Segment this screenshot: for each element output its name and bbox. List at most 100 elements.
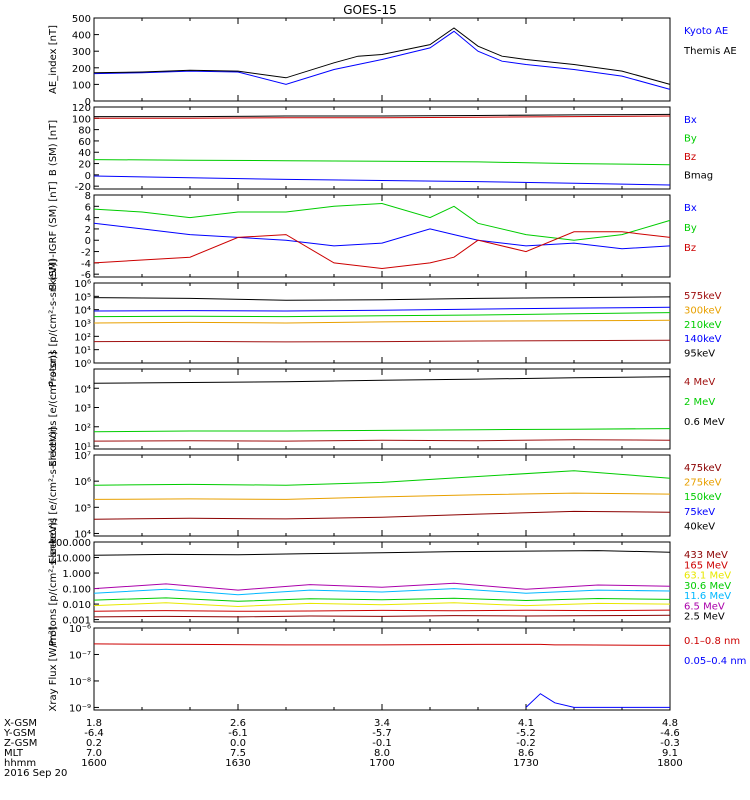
y-tick-label: 10.000	[56, 554, 91, 565]
y-tick-label: 8	[85, 191, 91, 202]
y-tick-label: -4	[81, 259, 91, 270]
axis-row-value: 9.1	[662, 748, 678, 759]
y-axis-label: B (SM) [nT]	[48, 120, 59, 176]
series-line-11-6-mev	[93, 588, 671, 596]
series-line-95kev	[93, 296, 671, 301]
series-line-kyoto-ae	[93, 30, 671, 90]
y-tick-label: 10¹	[74, 442, 91, 453]
y-axis-label: AE_index [nT]	[48, 25, 59, 94]
y-tick-label: 10⁴	[74, 529, 91, 540]
panel-6: 10⁴ 10⁵ 10⁶ 10⁷ Electrons [e/(cm²-s-sr-keV)]…	[48, 427, 722, 564]
series-line-2-mev	[93, 428, 671, 433]
y-tick-label: 10⁶	[74, 279, 91, 290]
y-tick-label: 100.000	[50, 538, 91, 549]
legend-label: 275keV	[684, 478, 722, 489]
y-tick-label: 2	[85, 225, 91, 236]
y-tick-label: 10⁶	[74, 477, 91, 488]
legend-label: 11.6 MeV	[684, 591, 731, 602]
axis-row-value: 1800	[657, 758, 682, 769]
axis-row-label: hhmm	[4, 758, 36, 769]
panel-frame	[93, 627, 671, 711]
series-line-0-1-0-8-nm	[93, 643, 671, 646]
axis-row-value: -5.2	[516, 728, 536, 739]
series-line-30-6-mev	[93, 597, 671, 602]
y-tick-label: -20	[75, 182, 91, 193]
legend-label: 30.6 MeV	[684, 581, 731, 592]
y-tick-label: 10⁰	[74, 359, 91, 370]
y-axis-label: B (SM)-IGRF (SM) [nT]	[48, 181, 59, 290]
axis-row-value: 7.5	[230, 748, 246, 759]
axis-row-value: -0.3	[660, 738, 680, 749]
legend-label: 6.5 MeV	[684, 601, 725, 612]
axis-row-label: X-GSM	[4, 718, 37, 729]
series-line-themis-ae	[93, 27, 671, 85]
panel-frame	[93, 454, 671, 537]
y-axis-label: Xray Flux [W/m²]	[48, 626, 59, 711]
legend-label: 433 MeV	[684, 550, 728, 561]
y-tick-label: 10³	[74, 404, 91, 415]
y-tick-label: 400	[72, 31, 91, 42]
series-line-0-6-mev	[93, 376, 671, 384]
series-line-by	[93, 202, 671, 241]
axis-row-value: 8.0	[374, 748, 390, 759]
series-line-2-5-mev	[93, 550, 671, 556]
legend-label: 300keV	[684, 305, 722, 316]
legend-label: 75keV	[684, 507, 715, 518]
series-line-165-mev	[93, 609, 671, 612]
y-tick-label: 40	[78, 148, 91, 159]
axis-row-value: 1630	[225, 758, 250, 769]
y-tick-label: 10²	[74, 423, 91, 434]
legend-label: 2 MeV	[684, 397, 715, 408]
y-tick-label: 10⁴	[74, 306, 91, 317]
axis-row-value: -0.2	[516, 738, 536, 749]
series-line-bx	[93, 222, 671, 250]
y-tick-label: 0	[85, 171, 91, 182]
axis-row-value: 2.6	[230, 718, 246, 729]
series-line-bz	[93, 231, 671, 270]
legend-label: Bmag	[684, 171, 713, 182]
legend-label: 165 MeV	[684, 560, 728, 571]
series-line-433-mev	[93, 614, 671, 618]
y-tick-label: 0	[85, 97, 91, 108]
y-tick-label: 0.010	[62, 600, 91, 611]
series-line-210kev	[93, 312, 671, 318]
y-tick-label: 0.001	[62, 616, 91, 627]
y-tick-label: 0.100	[62, 585, 91, 596]
y-tick-label: 10⁻⁸	[69, 677, 91, 688]
y-tick-label: 10⁵	[74, 503, 91, 514]
panel-5: 10¹ 10² 10³ 10⁴ Electrons [e/(cm²-s-sr)] 4 Me…	[48, 351, 725, 467]
axis-row-value: -6.1	[228, 728, 248, 739]
legend-label: 40keV	[684, 521, 715, 532]
axis-row-value: 1600	[81, 758, 106, 769]
axis-row-value: 1730	[513, 758, 538, 769]
panel-frame	[93, 282, 671, 364]
series-line-bmag	[94, 113, 671, 118]
y-tick-label: 4	[85, 214, 91, 225]
axis-row-value: 4.1	[518, 718, 534, 729]
series-line-bx	[93, 175, 671, 186]
legend-label: 575keV	[684, 291, 722, 302]
y-tick-label: 10⁻⁶	[69, 624, 91, 635]
legend-label: Bx	[684, 203, 697, 214]
panel-7: 0.001 0.010 0.100 1.000 10.000 100.000Protons…	[48, 518, 731, 646]
y-tick-label: 10³	[74, 319, 91, 330]
series-line-150kev	[93, 470, 671, 486]
legend-label: 210keV	[684, 320, 722, 331]
y-tick-label: 10⁻⁹	[69, 703, 91, 714]
legend-label: 475keV	[684, 463, 722, 474]
legend-label: 95keV	[684, 349, 715, 360]
series-line-6-5-mev	[93, 582, 671, 591]
y-tick-label: 60	[78, 137, 91, 148]
axis-row-value: 1.8	[86, 718, 102, 729]
legend-label: Bz	[684, 152, 696, 163]
y-tick-label: 500	[72, 14, 91, 25]
series-line-bz	[94, 115, 671, 119]
y-tick-label: 10⁻⁷	[69, 650, 91, 661]
axis-row-value: -6.4	[84, 728, 104, 739]
axis-row-label: Y-GSM	[3, 728, 36, 739]
y-tick-label: 6	[85, 202, 91, 213]
chart-title: GOES-15	[343, 3, 397, 17]
